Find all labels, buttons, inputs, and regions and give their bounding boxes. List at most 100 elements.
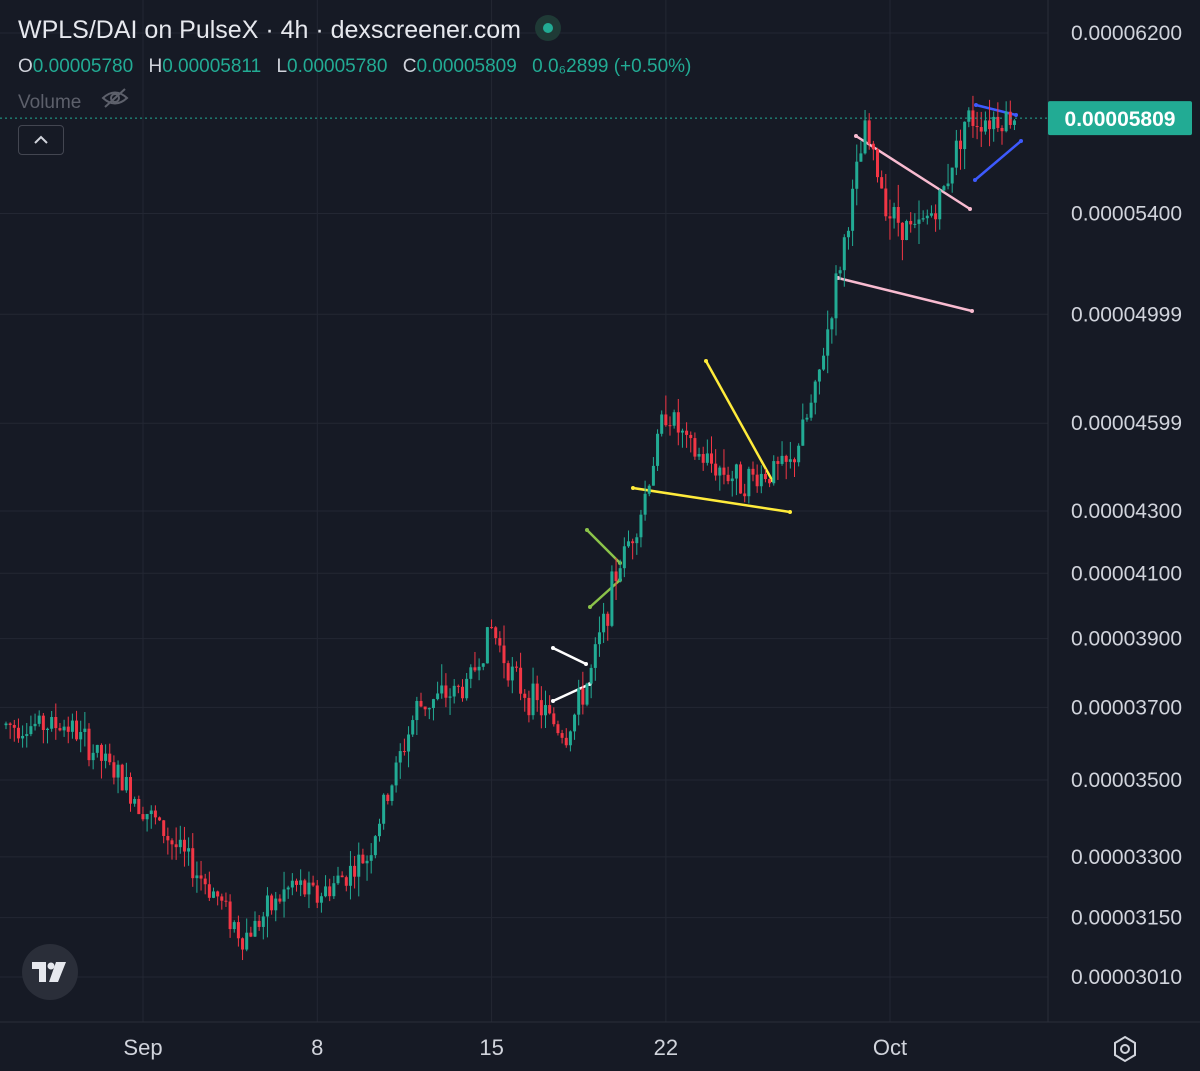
candle-body xyxy=(975,125,979,128)
candle-body xyxy=(108,753,112,763)
candle-body xyxy=(212,891,215,898)
candle-body xyxy=(813,381,817,403)
candle-body xyxy=(178,839,182,848)
trendline xyxy=(855,134,971,211)
candle-body xyxy=(41,715,45,730)
candle-body xyxy=(249,932,253,937)
candle-body xyxy=(203,878,207,885)
candle-body xyxy=(614,571,618,582)
candle-body xyxy=(631,541,635,544)
candle-body xyxy=(851,188,855,231)
candle-body xyxy=(502,645,506,664)
candle-body xyxy=(12,724,16,728)
candle-body xyxy=(880,177,884,189)
candle-body xyxy=(431,699,435,709)
candle-body xyxy=(145,814,149,820)
candle-body xyxy=(129,777,132,804)
candle-body xyxy=(992,116,996,130)
candle-body xyxy=(46,728,49,730)
trendline xyxy=(974,140,1022,181)
candle-body xyxy=(768,479,772,484)
candle-body xyxy=(62,726,66,731)
candle-body xyxy=(369,855,373,861)
candle-body xyxy=(705,453,709,463)
candle-body xyxy=(776,461,780,464)
candle-body xyxy=(336,875,340,884)
candle-body xyxy=(597,632,601,645)
candle-body xyxy=(946,183,950,187)
candle-body xyxy=(925,215,929,219)
candle-body xyxy=(199,875,203,879)
candle-body xyxy=(481,663,485,667)
candle-body xyxy=(423,706,427,710)
candle-body xyxy=(216,891,220,897)
candle-body xyxy=(755,474,759,487)
candle-body xyxy=(950,167,954,184)
candle-body xyxy=(365,860,369,864)
candle-body xyxy=(622,546,626,569)
candle-body xyxy=(506,663,510,681)
y-tick-label: 0.00004599 xyxy=(1071,412,1182,435)
candle-body xyxy=(456,685,460,687)
y-tick-label: 0.00004300 xyxy=(1071,500,1182,523)
candle-body xyxy=(274,898,278,911)
candle-body xyxy=(668,425,672,427)
candle-body xyxy=(228,901,232,930)
candle-body xyxy=(602,613,606,633)
candle-body xyxy=(734,464,738,479)
candle-body xyxy=(884,188,888,217)
candle-body xyxy=(191,848,195,879)
volume-legend[interactable]: Volume xyxy=(18,87,129,117)
candle-body xyxy=(859,153,863,162)
eye-off-icon[interactable] xyxy=(101,87,129,115)
candle-body xyxy=(855,161,859,189)
y-tick-label: 0.00003700 xyxy=(1071,696,1182,719)
candle-body xyxy=(676,412,680,433)
candle-body xyxy=(378,823,381,837)
candle-body xyxy=(37,715,41,724)
candle-body xyxy=(427,708,431,710)
candle-body xyxy=(473,667,477,671)
candle-body xyxy=(568,731,572,746)
candle-body xyxy=(548,705,552,714)
candle-body xyxy=(182,839,186,852)
candle-body xyxy=(552,713,556,725)
candle-body xyxy=(664,414,668,426)
candle-body xyxy=(971,110,975,126)
candle-body xyxy=(772,461,776,484)
candle-body xyxy=(477,666,481,671)
candle-body xyxy=(656,433,660,466)
candle-body xyxy=(942,186,946,191)
candle-body xyxy=(133,798,137,804)
candle-body xyxy=(124,777,128,791)
gear-icon[interactable] xyxy=(1110,1034,1140,1069)
candle-body xyxy=(739,464,743,494)
tradingview-logo-icon[interactable] xyxy=(22,944,78,1000)
candle-body xyxy=(21,735,25,739)
chart-title: WPLS/DAI on PulseX · 4h · dexscreener.co… xyxy=(18,16,521,44)
candle-body xyxy=(278,898,282,902)
x-tick-label: 22 xyxy=(654,1035,678,1060)
y-tick-label: 0.00003150 xyxy=(1071,907,1182,930)
candle-body xyxy=(353,865,357,877)
candle-body xyxy=(324,886,328,897)
candle-body xyxy=(983,120,987,132)
candle-body xyxy=(265,895,269,917)
candle-body xyxy=(29,726,33,735)
candle-body xyxy=(714,463,718,476)
candle-body xyxy=(452,685,456,697)
candle-body xyxy=(842,237,846,271)
candle-body xyxy=(461,686,464,699)
candle-body xyxy=(722,467,726,475)
ohlc-close-value: 0.00005809 xyxy=(416,56,517,77)
candle-body xyxy=(921,218,925,220)
candle-body xyxy=(448,696,452,698)
candle-body xyxy=(33,723,37,727)
candle-body xyxy=(701,454,705,463)
collapse-legend-button[interactable] xyxy=(18,125,64,155)
candle-body xyxy=(348,865,352,886)
ohlc-open-value: 0.00005780 xyxy=(32,56,134,77)
candle-body xyxy=(527,697,531,716)
x-tick-label: 15 xyxy=(479,1035,503,1060)
